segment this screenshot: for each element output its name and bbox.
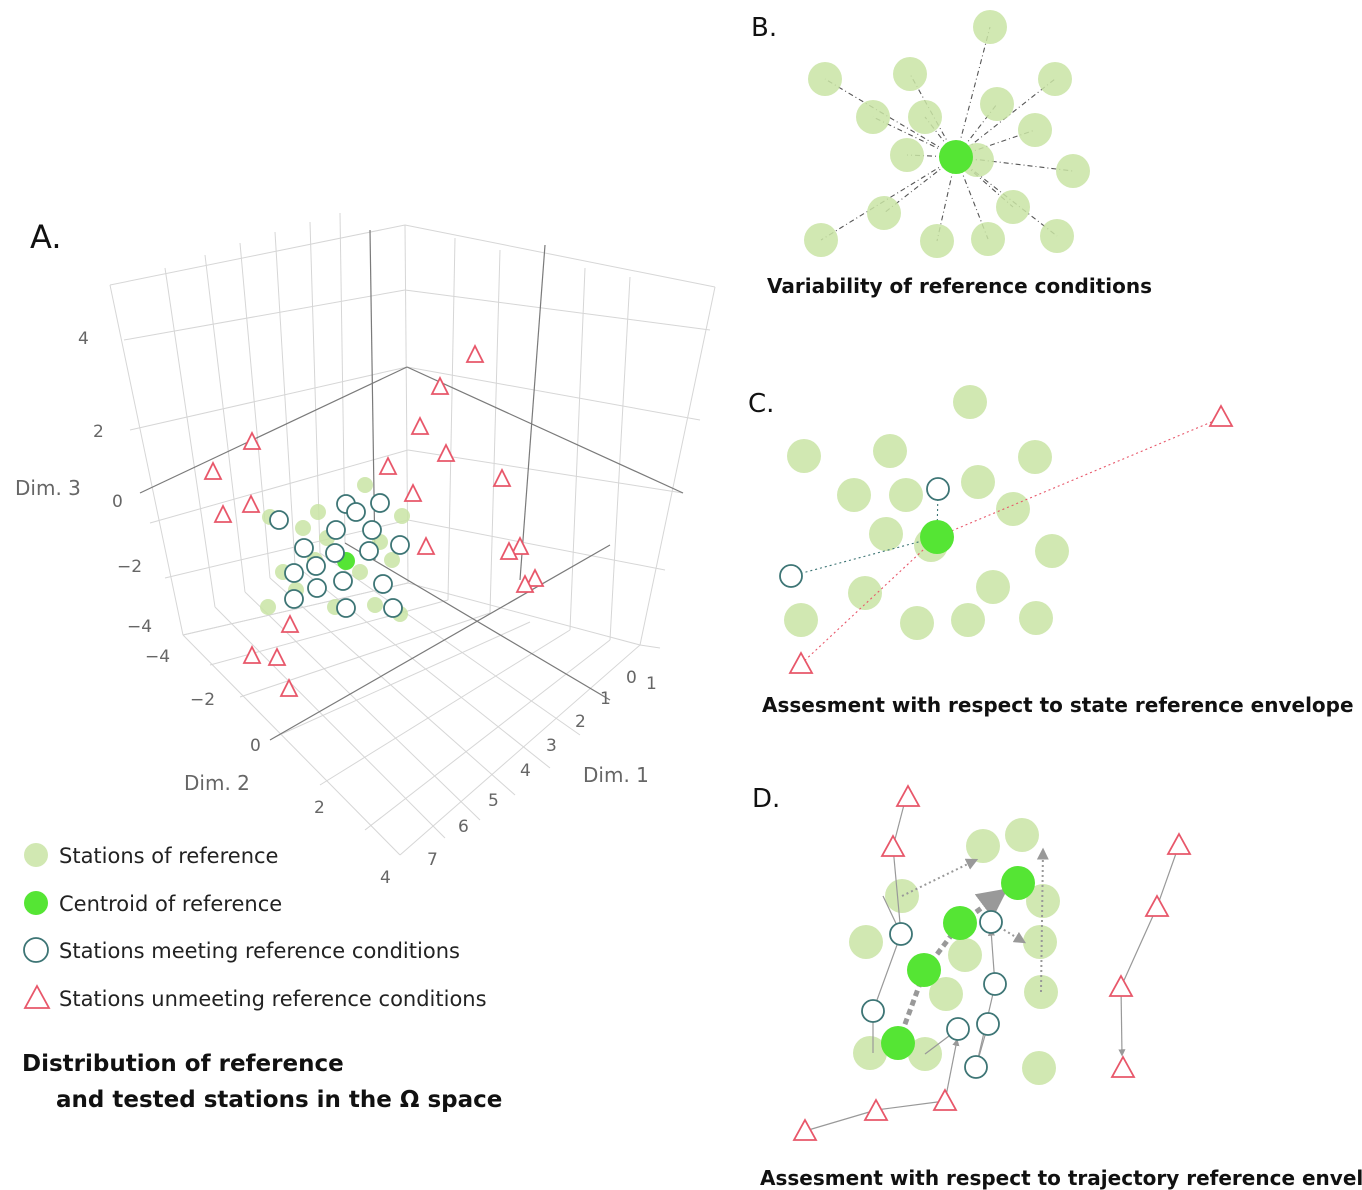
legend-reference-marker [24,843,48,867]
panel-a-caption-line1: Distribution of reference [22,1051,344,1077]
tick-dim1-5: 5 [488,791,499,811]
tick-dim1-1b: 1 [600,689,611,709]
panel-c-unmeeting-station [1208,404,1234,427]
tick-dim3-minus4: −4 [127,617,152,637]
panel-b-centroid [939,140,973,174]
panel-b-letter: B. [751,13,777,43]
legend-meeting-label: Stations meeting reference conditions [59,939,460,963]
panel-c-meeting-station [926,477,950,501]
tick-dim1-1a: 1 [646,674,657,694]
panel-a-axes [139,229,684,741]
tick-dim2-0: 0 [250,736,261,756]
panel-d-letter: D. [752,784,780,814]
panel-c-caption: Assesment with respect to state referenc… [762,693,1354,717]
panel-b: B. [751,10,1152,298]
panel-a-caption-line2: and tested stations in the Ω space [56,1087,502,1113]
panel-a-unmeeting-stations [203,343,545,697]
legend-unmeeting-label: Stations unmeeting reference conditions [59,987,487,1011]
tick-dim3-minus2: −2 [117,557,142,577]
tick-dim1-7: 7 [427,850,438,870]
axis-title-dim2: Dim. 2 [184,771,250,795]
legend-unmeeting-marker [23,984,51,1009]
legend-centroid-marker [24,891,48,915]
panel-d-caption: Assesment with respect to trajectory ref… [760,1166,1362,1190]
panel-c-link-near-triangle [800,536,938,665]
panel-c-letter: C. [748,389,774,419]
tick-dim3-2: 2 [93,422,104,442]
panel-c-unmeeting-station [788,651,814,674]
tick-dim1-3: 3 [546,736,557,756]
panel-b-caption: Variability of reference conditions [767,274,1152,298]
panel-c-meeting-station [779,564,803,588]
panel-d-centroids [881,866,1035,1060]
panel-d-reference-stations [849,818,1060,1085]
legend-reference-label: Stations of reference [59,844,278,868]
tick-dim1-0: 0 [626,668,637,688]
tick-dim2-2: 2 [314,798,325,818]
panel-b-reference-stations [804,10,1090,258]
tick-dim3-0: 0 [112,492,123,512]
tick-dim1-4: 4 [520,761,531,781]
tick-dim2-4: 4 [380,868,391,888]
panel-d-meeting-stations [861,910,1007,1079]
panel-d: D. [752,784,1362,1190]
panel-c-reference-stations [784,385,1069,640]
panel-a-letter: A. [30,218,62,256]
panel-a-legend: Stations of reference Centroid of refere… [23,843,487,1011]
axis-title-dim1: Dim. 1 [583,763,649,787]
panel-c-link-far-triangle [936,417,1222,538]
panel-a: A. [15,212,716,1113]
panel-d-unmeeting-stations [792,784,1192,1141]
panel-a-meeting-stations [269,493,410,618]
tick-dim1-2: 2 [575,712,586,732]
panel-c-link-left-circle [790,536,938,577]
legend-meeting-marker [23,937,49,963]
legend-centroid-label: Centroid of reference [59,892,282,916]
tick-dim3-4: 4 [78,329,89,349]
tick-dim2-minus4: −4 [145,647,170,667]
axis-title-dim3: Dim. 3 [15,476,81,500]
panel-a-3d-grid [109,212,716,856]
tick-dim2-minus2: −2 [190,690,215,710]
panel-c: C. Assesment with resp [748,385,1354,717]
panel-c-centroid [920,520,954,554]
tick-dim1-6: 6 [458,817,469,837]
